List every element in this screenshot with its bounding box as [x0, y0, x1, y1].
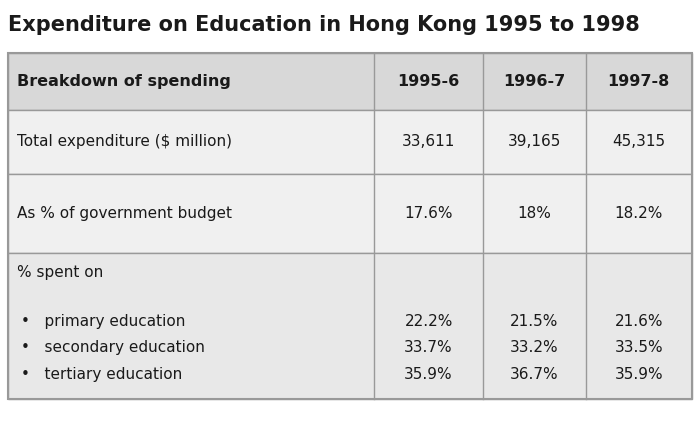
Text: 22.2%: 22.2% [405, 314, 453, 329]
Text: Total expenditure ($ million): Total expenditure ($ million) [17, 134, 232, 149]
Text: 17.6%: 17.6% [405, 206, 453, 221]
Text: 36.7%: 36.7% [510, 367, 559, 381]
Text: 33,611: 33,611 [402, 134, 455, 149]
Text: 1997-8: 1997-8 [608, 74, 670, 89]
Text: •   secondary education: • secondary education [21, 341, 205, 355]
Text: 21.6%: 21.6% [615, 314, 663, 329]
Text: 1995-6: 1995-6 [398, 74, 460, 89]
Text: 35.9%: 35.9% [405, 367, 453, 381]
Text: 35.9%: 35.9% [615, 367, 663, 381]
Text: 33.2%: 33.2% [510, 341, 559, 355]
Text: •   primary education: • primary education [21, 314, 186, 329]
Text: 39,165: 39,165 [508, 134, 561, 149]
Text: 45,315: 45,315 [612, 134, 665, 149]
Text: 33.7%: 33.7% [405, 341, 453, 355]
Text: 21.5%: 21.5% [510, 314, 559, 329]
Text: Breakdown of spending: Breakdown of spending [17, 74, 231, 89]
Text: Expenditure on Education in Hong Kong 1995 to 1998: Expenditure on Education in Hong Kong 19… [8, 15, 640, 35]
Text: 18%: 18% [517, 206, 552, 221]
Text: As % of government budget: As % of government budget [17, 206, 232, 221]
Text: 1996-7: 1996-7 [503, 74, 566, 89]
Text: 33.5%: 33.5% [615, 341, 663, 355]
Text: % spent on: % spent on [17, 265, 103, 280]
Text: 18.2%: 18.2% [615, 206, 663, 221]
Text: •   tertiary education: • tertiary education [21, 367, 182, 381]
